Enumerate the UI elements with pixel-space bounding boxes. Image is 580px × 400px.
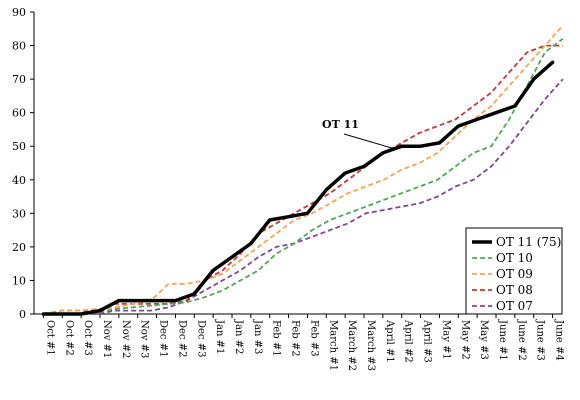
x-tick-label: June #2	[516, 319, 527, 361]
x-tick-label: June #3	[535, 319, 546, 361]
x-tick-label: May #2	[459, 320, 470, 360]
x-tick-label: Dec #3	[195, 320, 206, 357]
x-tick-label: April #2	[403, 319, 414, 363]
legend-label: OT 08	[496, 283, 533, 297]
x-tick-label: June #1	[497, 319, 508, 361]
axes: 0 10 20 30 40 50 60 70 80 90 Oct #1 Oct #2 Oct #3 Nov…	[12, 6, 565, 371]
y-tick-label: 80	[12, 40, 26, 53]
legend: OT 11 (75) OT 10 OT 09 OT 08 OT 07	[465, 227, 563, 315]
x-tick-label: June #4	[554, 319, 565, 361]
x-tick-label: May #1	[440, 320, 451, 360]
x-tick-label: March #3	[365, 320, 376, 371]
legend-label: OT 09	[496, 267, 533, 281]
x-tick-label: Feb #2	[290, 320, 301, 357]
x-tick-label: Oct #1	[44, 320, 55, 356]
series-line-ot-08	[43, 44, 563, 315]
annotation-leader-line	[343, 133, 397, 150]
x-tick-label: Jan #1	[214, 319, 225, 354]
y-tick-label: 20	[12, 241, 26, 254]
series-line-ot-09	[43, 24, 564, 315]
x-tick-label: March #2	[346, 320, 357, 371]
x-tick-label: May #3	[478, 320, 489, 360]
annotation-label: OT 11	[322, 118, 359, 131]
x-tick-label: March #1	[327, 320, 338, 371]
x-tick-label: April #1	[384, 319, 395, 363]
x-tick-label: Dec #1	[158, 320, 169, 357]
series-line-ot-11	[41, 60, 555, 316]
x-tick-label: Oct #3	[82, 320, 93, 356]
x-tick-label: Feb #3	[308, 320, 319, 357]
x-tick-label: Nov #3	[139, 320, 150, 358]
series-line-ot-10	[43, 38, 564, 315]
legend-label: OT 10	[496, 251, 533, 265]
y-tick-label: 60	[12, 107, 26, 120]
y-tick-label: 30	[12, 207, 26, 220]
x-tick-label: Nov #1	[101, 320, 112, 358]
y-tick-label: 90	[12, 6, 26, 19]
legend-label: OT 11 (75)	[496, 235, 561, 249]
x-tick-label: Nov #2	[120, 320, 131, 358]
x-tick-label: Jan #3	[252, 319, 263, 354]
x-tick-label: April #3	[422, 319, 433, 363]
x-tick-label: Dec #2	[176, 320, 187, 357]
legend-label: OT 07	[496, 299, 533, 313]
x-tick-label: Oct #2	[63, 320, 74, 356]
y-tick-label: 50	[12, 140, 26, 153]
y-tick-label: 40	[12, 174, 26, 187]
x-tick-label: Jan #2	[233, 319, 244, 354]
annotations: OT 11	[322, 118, 397, 150]
series-lines	[41, 24, 564, 316]
y-tick-label: 70	[12, 73, 26, 86]
y-tick-label: 10	[12, 274, 26, 287]
y-tick-label: 0	[19, 308, 26, 321]
x-tick-label: Feb #1	[271, 320, 282, 357]
